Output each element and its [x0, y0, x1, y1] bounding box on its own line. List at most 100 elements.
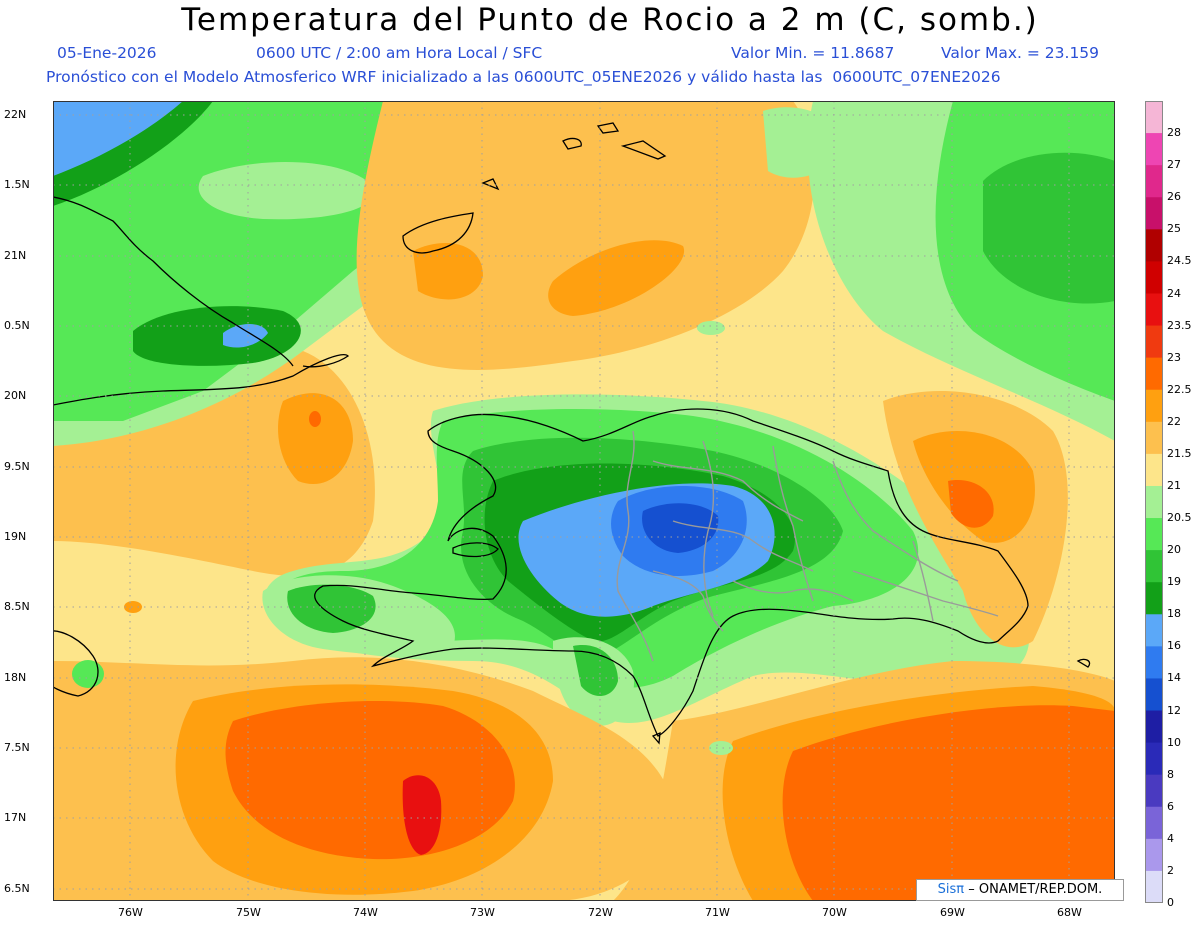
colorbar-swatch: [1145, 165, 1163, 198]
field-n-orange3: [548, 240, 685, 316]
colorbar-swatch: [1145, 325, 1163, 359]
min-value: Valor Min. = 11.8687: [731, 44, 895, 62]
field-e-orange3: [948, 480, 994, 528]
colorbar-swatch: [1145, 261, 1163, 294]
field-wpen-dark: [287, 584, 376, 633]
colorbar-label: 12: [1167, 703, 1181, 717]
model-info: Pronóstico con el Modelo Atmosferico WRF…: [46, 68, 1001, 86]
colorbar-swatch: [1145, 838, 1163, 872]
border-prov-4: [772, 445, 814, 602]
colorbar-label: 4: [1167, 831, 1174, 845]
field-n-orange: [356, 101, 815, 370]
colorbar-swatch: [1145, 678, 1163, 712]
border-prov-9: [912, 540, 934, 622]
colorbar-label: 0: [1167, 896, 1174, 909]
lat-label: 21N: [4, 249, 27, 262]
colorbar-swatch: [1145, 774, 1163, 808]
coast-beata: [651, 658, 1091, 745]
lat-label: 19N: [4, 530, 27, 543]
lat-label: 22N: [4, 108, 27, 121]
field-blob-4: [309, 411, 321, 427]
max-value: Valor Max. = 23.159: [941, 44, 1100, 62]
field-blob-5: [124, 601, 142, 613]
colorbar-label: 27: [1167, 158, 1181, 172]
colorbar-swatch: [1145, 806, 1163, 840]
colorbar-swatch: [1145, 614, 1163, 647]
colorbar-swatch: [1145, 870, 1163, 903]
field-w-orange2: [278, 393, 353, 485]
chart-title: Temperatura del Punto de Rocio a 2 m (C,…: [181, 2, 1039, 38]
colorbar-label: 14: [1167, 671, 1181, 685]
field-cuba-dark: [133, 306, 301, 366]
border-prov-3: [702, 440, 715, 617]
colorbar: [1145, 101, 1163, 903]
colorbar-swatch: [1145, 518, 1163, 551]
field-hisp-blue3: [642, 503, 719, 553]
colorbar-label: 18: [1167, 607, 1181, 621]
lon-label: 71W: [705, 906, 730, 919]
colorbar-swatch: [1145, 101, 1163, 134]
colorbar-label: 16: [1167, 639, 1181, 653]
field-se-orange3: [782, 705, 1115, 901]
colorbar-label: 10: [1167, 735, 1181, 749]
field-cuba-blue: [223, 324, 268, 348]
dewpoint-map: [53, 101, 1115, 901]
coast-jamaica: [53, 630, 99, 697]
colorbar-label: 28: [1167, 126, 1181, 140]
border-haiti-dr: [616, 430, 654, 662]
colorbar-label: 6: [1167, 799, 1174, 813]
coast-cuba: [53, 196, 350, 406]
field-ne-light: [763, 107, 843, 178]
colorbar-label: 21: [1167, 479, 1181, 492]
map-frame: [53, 101, 1115, 901]
colorbar-label: 21.5: [1167, 446, 1192, 460]
lat-label: 6.5N: [4, 882, 30, 895]
field-blob-1: [697, 321, 725, 335]
border-prov-2: [672, 520, 814, 572]
colorbar-label: 22: [1167, 414, 1181, 428]
coast-gonave: [452, 542, 499, 558]
lon-label: 70W: [822, 906, 847, 919]
credit-box: Sisπ – ONAMET/REP.DOM.: [916, 879, 1124, 901]
colorbar-swatch: [1145, 357, 1163, 391]
coast-caicos: [481, 122, 667, 191]
border-prov-6: [852, 570, 999, 617]
province-borders: [616, 430, 999, 662]
colorbar-swatch: [1145, 582, 1163, 615]
lat-label: 1.5N: [4, 178, 30, 191]
colorbar-swatch: [1145, 646, 1163, 679]
colorbar-label: 24: [1167, 286, 1181, 300]
coast-hispaniola: [314, 408, 1029, 737]
colorbar-label: 26: [1167, 190, 1181, 204]
forecast-date: 05-Ene-2026: [57, 44, 157, 62]
field-blob-3: [72, 660, 104, 688]
coastlines: [53, 122, 1091, 745]
colorbar-swatch: [1145, 421, 1163, 455]
colorbar-label: 19: [1167, 575, 1181, 589]
colorbar-label: 23.5: [1167, 318, 1192, 332]
lat-label: 18N: [4, 671, 27, 684]
colorbar-label: 20.5: [1167, 511, 1192, 524]
field-s-orange3: [225, 701, 515, 860]
colorbar-swatch: [1145, 550, 1163, 583]
lon-label: 75W: [236, 906, 261, 919]
colorbar-swatch: [1145, 453, 1163, 487]
colorbar-swatch: [1145, 485, 1163, 519]
colorbar-label: 22.5: [1167, 382, 1192, 396]
lat-label: 9.5N: [4, 460, 30, 473]
field-nw-dark: [53, 101, 213, 206]
colorbar-label: 8: [1167, 767, 1174, 781]
border-prov-8: [732, 580, 854, 602]
lon-label: 69W: [940, 906, 965, 919]
lat-label: 7.5N: [4, 741, 30, 754]
lon-label: 76W: [118, 906, 143, 919]
lon-label: 72W: [588, 906, 613, 919]
colorbar-label: 2: [1167, 863, 1174, 877]
coast-inagua: [402, 212, 474, 254]
field-blob-2: [709, 741, 733, 755]
colorbar-swatch: [1145, 133, 1163, 166]
lat-label: 8.5N: [4, 600, 30, 613]
colorbar-label: 24.5: [1167, 254, 1192, 268]
lon-label: 68W: [1057, 906, 1082, 919]
colorbar-swatch: [1145, 197, 1163, 230]
